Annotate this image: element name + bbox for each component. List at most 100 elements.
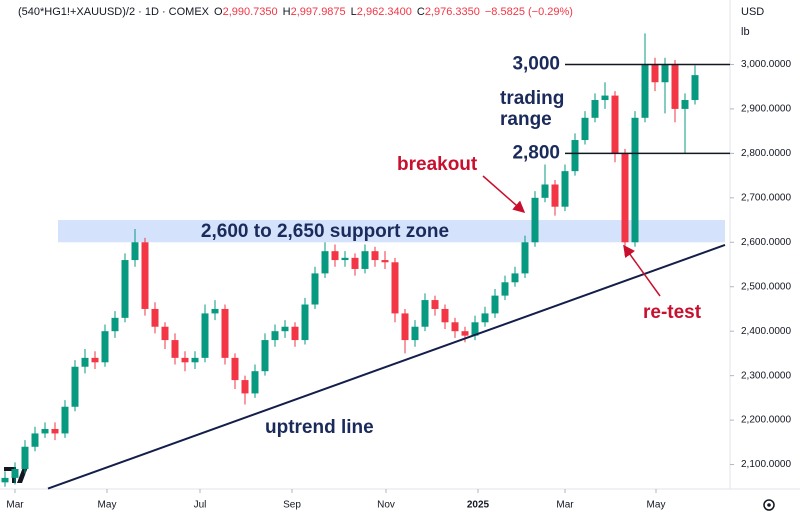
settings-icon[interactable] [763,499,775,511]
candle-body [11,468,19,478]
candle-body [381,260,389,263]
y-tick-label: 2,700.0000 [741,192,791,203]
candle-body [521,242,529,274]
candle-body [161,326,169,341]
candle-body [291,326,299,341]
candle-body [501,282,509,296]
candle-body [201,313,209,358]
candle-body [181,357,189,363]
candle-body [1,477,9,483]
candle-body [101,331,109,363]
candle-body [311,273,319,305]
y-tick-label: 2,900.0000 [741,104,791,115]
candle-body [451,322,459,332]
legend-item: 2,962.3400 [357,6,412,18]
y-tick-label: 2,400.0000 [741,326,791,337]
candle-body [531,197,539,243]
candle-body [621,153,629,243]
candle-body [351,257,359,269]
y-tick-label: 2,200.0000 [741,415,791,426]
candle-body [441,308,449,323]
candle-body [271,331,279,341]
candle-body [241,380,249,394]
candle-body [141,242,149,309]
candle-body [581,117,589,141]
candle-body [411,326,419,341]
candle-body [691,75,699,101]
y-tick-label: 2,100.0000 [741,459,791,470]
candle-body [331,251,339,261]
x-tick-label: May [98,500,117,511]
candle-body [171,340,179,358]
candle-body [681,100,689,109]
legend-header: (540*HG1!+XAUUSD)/2 · 1D · COMEX O2,990.7… [18,6,573,18]
candle-body [361,251,369,269]
candle-body [151,308,159,327]
candle-body [571,140,579,172]
x-tick-label: Mar [556,500,574,511]
candle-body [561,171,569,207]
breakout-arrow [482,175,526,213]
candle-body [121,260,129,318]
unit: lb [741,26,750,38]
range-label: trading [500,88,564,109]
retest-label: re-test [643,302,702,323]
legend-item: 2,997.9875 [291,6,346,18]
candle-body [551,184,559,207]
candle-body [461,331,469,336]
candle-body [21,446,29,469]
candle-body [631,117,639,243]
level-label: 2,800 [512,142,560,163]
candle-body [51,428,59,434]
legend-item: (540*HG1!+XAUUSD)/2 · 1D · COMEX [18,6,210,18]
candle-body [281,326,289,332]
candle-body [31,433,39,447]
x-tick-label: Jul [194,500,207,511]
candle-body [301,304,309,341]
x-tick-label: Nov [377,500,395,511]
retest-arrow [623,244,661,297]
candle-body [391,262,399,314]
candle-body [591,100,599,118]
candle-body [421,300,429,327]
x-tick-label: Mar [6,500,24,511]
candle-body [91,357,99,363]
candle-body [541,184,549,198]
candle-body [131,242,139,261]
candle-body [81,357,89,367]
candle-body [231,357,239,381]
candle-body [111,317,119,332]
candle-body [511,273,519,283]
candle-body [341,257,349,261]
currency: USD [741,6,764,18]
legend-item: H [283,6,291,18]
candle-body [611,95,619,154]
range-label: range [500,109,552,130]
candle-body [71,366,79,407]
support-zone [58,220,725,243]
y-tick-label: 2,800.0000 [741,148,791,159]
level-label: 3,000 [512,53,560,74]
y-tick-label: 2,300.0000 [741,370,791,381]
trendline-label: uptrend line [265,417,374,438]
uptrend-line [47,244,726,490]
legend-item: 2,976.3350 [425,6,480,18]
legend-item: 2,990.7350 [223,6,278,18]
candle-body [481,313,489,323]
candle-body [261,340,269,372]
y-tick-label: 3,000.0000 [741,59,791,70]
candle-body [641,64,649,118]
candle-body [211,308,219,314]
y-tick-label: 2,500.0000 [741,281,791,292]
candle-body [601,95,609,101]
x-tick-label: May [647,500,666,511]
candle-body [401,313,409,341]
candle-body [671,64,679,109]
candle-body [491,295,499,314]
candle-body [431,300,439,309]
x-tick-label: Sep [283,500,301,511]
legend-item: C [417,6,425,18]
legend-item: L [351,6,357,18]
breakout-label: breakout [397,154,478,175]
